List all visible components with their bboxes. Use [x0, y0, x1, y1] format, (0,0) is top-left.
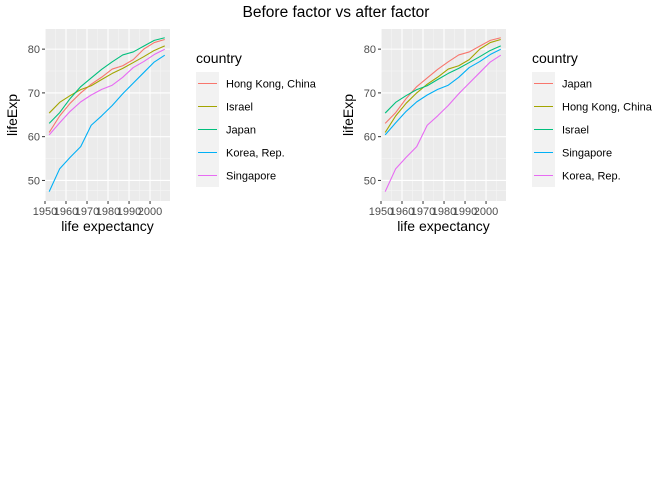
x-axis-title: life expectancy — [61, 218, 154, 234]
x-tick-label: 1980 — [432, 206, 456, 218]
x-tick-label: 1960 — [54, 206, 78, 218]
legend-title: country — [196, 50, 242, 66]
x-tick-label: 2000 — [138, 206, 162, 218]
y-tick-label: 80 — [364, 44, 376, 56]
y-axis-title: lifeExp — [4, 94, 20, 136]
legend-label: Singapore — [562, 148, 612, 160]
y-tick-label: 50 — [364, 175, 376, 187]
x-tick-label: 1990 — [117, 206, 141, 218]
x-tick-label: 1970 — [411, 206, 435, 218]
series-line-4 — [48, 48, 165, 136]
y-tick-label: 70 — [364, 88, 376, 100]
x-tick-label: 1950 — [33, 206, 57, 218]
series-line-2 — [384, 45, 501, 114]
legend-label: Japan — [562, 79, 592, 91]
x-tick-label: 1990 — [453, 206, 477, 218]
legend-title: country — [532, 50, 578, 66]
y-tick-label: 60 — [364, 132, 376, 144]
legend-label: Japan — [226, 125, 256, 137]
series-line-2 — [48, 37, 165, 124]
figure-title: Before factor vs after factor — [243, 4, 430, 21]
series-line-0 — [48, 38, 165, 133]
y-tick-label: 80 — [28, 44, 40, 56]
legend-label: Korea, Rep. — [226, 148, 285, 160]
x-tick-label: 2000 — [474, 206, 498, 218]
legend-label: Hong Kong, China — [562, 102, 653, 114]
y-tick-label: 60 — [28, 132, 40, 144]
series-line-3 — [384, 48, 501, 136]
x-axis-title: life expectancy — [397, 218, 490, 234]
series-line-0 — [384, 37, 501, 124]
legend-label: Korea, Rep. — [562, 171, 621, 183]
x-tick-label: 1980 — [96, 206, 120, 218]
x-tick-label: 1950 — [369, 206, 393, 218]
series-line-3 — [48, 54, 166, 192]
series-line-1 — [384, 38, 501, 133]
x-tick-label: 1970 — [75, 206, 99, 218]
legend-label: Hong Kong, China — [226, 79, 317, 91]
legend-label: Israel — [226, 102, 253, 114]
series-line-1 — [48, 45, 165, 114]
y-tick-label: 70 — [28, 88, 40, 100]
legend-label: Singapore — [226, 171, 276, 183]
series-line-4 — [384, 54, 502, 192]
legend-label: Israel — [562, 125, 589, 137]
y-tick-label: 50 — [28, 175, 40, 187]
x-tick-label: 1960 — [390, 206, 414, 218]
y-axis-title: lifeExp — [340, 94, 356, 136]
